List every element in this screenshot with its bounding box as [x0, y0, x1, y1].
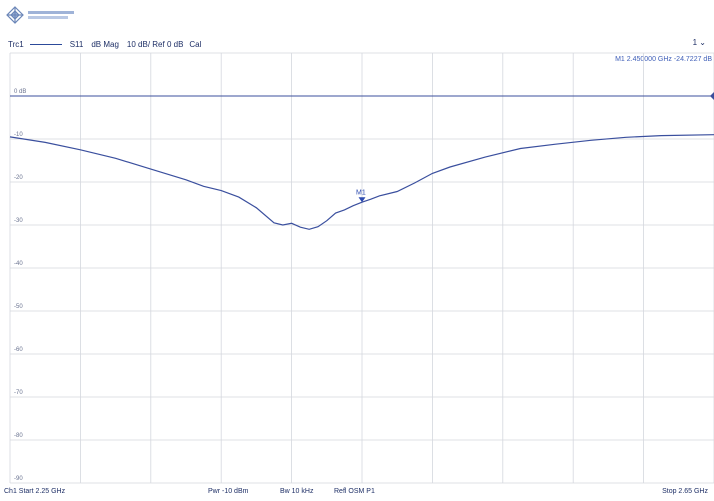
- marker-m1-label: M1: [356, 189, 366, 196]
- trace-line-swatch: [29, 43, 62, 45]
- y-tick-label: -20: [14, 175, 23, 181]
- y-tick-label: -80: [14, 433, 23, 439]
- y-tick-label: -50: [14, 304, 23, 310]
- y-tick-labels: 10 0 dB -10 -20 -30 -40 -50 -60 -70 -80 -90: [14, 50, 26, 482]
- reference-level-marker-icon[interactable]: [710, 92, 714, 100]
- grid: [9, 52, 714, 484]
- y-tick-label: 0 dB: [14, 89, 26, 95]
- channel-indicator[interactable]: 1 ⌄: [693, 38, 706, 47]
- trace-format: dB Mag: [91, 39, 119, 49]
- y-tick-label: -70: [14, 390, 23, 396]
- y-tick-label: -10: [14, 132, 23, 138]
- marker-m1-triangle-icon[interactable]: [358, 197, 366, 203]
- port-config[interactable]: Refl OSM P1: [334, 488, 375, 495]
- status-footer: Ch1 Start 2.25 GHz Pwr -10 dBm Bw 10 kHz…: [4, 488, 710, 499]
- if-bandwidth[interactable]: Bw 10 kHz: [280, 488, 314, 495]
- source-power[interactable]: Pwr -10 dBm: [208, 488, 249, 495]
- y-tick-label: -90: [14, 476, 23, 482]
- brand-logo: [6, 6, 74, 24]
- brand-wordmark: [28, 11, 74, 19]
- trace-measurement: S11: [69, 39, 84, 49]
- trace-scale: 10 dB/ Ref 0 dB: [126, 39, 184, 49]
- start-frequency[interactable]: Ch1 Start 2.25 GHz: [4, 488, 66, 495]
- trace-plot[interactable]: 10 0 dB -10 -20 -30 -40 -50 -60 -70 -80 -90 M1: [0, 50, 714, 486]
- y-tick-label: -40: [14, 261, 23, 267]
- y-tick-label: -60: [14, 347, 23, 353]
- trace-name[interactable]: Trc1: [8, 39, 24, 49]
- y-tick-label: -30: [14, 218, 23, 224]
- stop-frequency[interactable]: Stop 2.65 GHz: [662, 488, 708, 495]
- trace-info-bar[interactable]: Trc1 S11 dB Mag 10 dB/ Ref 0 dB Cal: [8, 38, 708, 50]
- trace-s11: [9, 134, 714, 230]
- marker-readout: M1 2.450000 GHz -24.7227 dB: [615, 56, 712, 63]
- channel-number: 1: [692, 38, 698, 47]
- logo-diamond-icon: [6, 6, 24, 24]
- trace-cal: Cal: [189, 39, 202, 49]
- chevron-down-icon[interactable]: ⌄: [699, 38, 706, 47]
- y-tick-label: 10: [14, 50, 21, 52]
